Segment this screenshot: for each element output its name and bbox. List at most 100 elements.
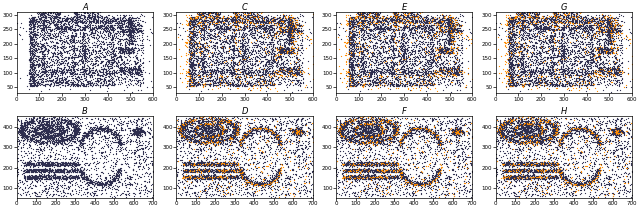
Point <box>199 177 209 180</box>
Point <box>551 161 561 164</box>
Point <box>180 44 191 47</box>
Point <box>72 164 83 167</box>
Point <box>141 155 152 158</box>
Point <box>270 74 280 78</box>
Point <box>295 15 305 18</box>
Point <box>353 163 364 166</box>
Point <box>26 71 36 74</box>
Point <box>301 171 311 175</box>
Point <box>439 45 449 49</box>
Point <box>529 11 540 14</box>
Point <box>13 160 23 163</box>
Point <box>39 45 49 48</box>
Point <box>186 52 196 55</box>
Point <box>246 127 256 130</box>
Point <box>205 169 216 173</box>
Point <box>388 70 399 74</box>
Point <box>531 61 541 64</box>
Point <box>401 134 412 138</box>
Point <box>208 70 218 73</box>
Point <box>26 31 36 34</box>
Point <box>512 133 522 136</box>
Point <box>504 59 514 62</box>
Point <box>240 71 250 75</box>
Point <box>346 16 356 20</box>
Point <box>422 64 432 67</box>
Point <box>251 167 261 170</box>
Point <box>232 169 243 172</box>
Point <box>68 27 79 31</box>
Point <box>290 24 300 27</box>
Point <box>52 167 63 171</box>
Point <box>603 193 613 196</box>
Point <box>204 125 214 129</box>
Point <box>273 22 284 25</box>
Point <box>556 166 566 169</box>
Point <box>52 119 63 122</box>
Point <box>502 138 512 141</box>
Point <box>28 129 38 133</box>
Point <box>508 45 518 48</box>
Point <box>371 138 381 141</box>
Point <box>74 130 84 133</box>
Point <box>218 19 228 23</box>
Point <box>440 192 451 196</box>
Point <box>228 177 239 180</box>
Point <box>434 70 444 73</box>
Point <box>220 18 230 21</box>
Point <box>132 22 143 26</box>
Point <box>211 124 221 127</box>
Point <box>607 46 618 49</box>
Point <box>531 141 541 145</box>
Point <box>29 65 40 68</box>
Point <box>383 137 394 140</box>
Point <box>364 25 374 29</box>
Point <box>95 135 106 138</box>
Point <box>189 168 199 172</box>
Point <box>403 13 413 17</box>
Point <box>372 22 383 26</box>
Point <box>193 14 203 18</box>
Point <box>527 121 537 124</box>
Point <box>451 71 461 74</box>
Point <box>266 182 276 185</box>
Point <box>44 172 54 175</box>
Point <box>212 68 222 71</box>
Point <box>189 21 199 24</box>
Point <box>236 54 246 58</box>
Point <box>270 169 280 172</box>
Point <box>543 82 553 85</box>
Point <box>26 27 36 30</box>
Point <box>284 70 294 73</box>
Point <box>446 128 456 131</box>
Point <box>579 70 589 74</box>
Point <box>221 120 231 123</box>
Point <box>580 47 591 50</box>
Point <box>44 118 54 121</box>
Point <box>225 120 235 123</box>
Point <box>215 160 225 163</box>
Point <box>75 145 85 148</box>
Point <box>529 173 539 177</box>
Point <box>79 74 90 77</box>
Point <box>428 52 438 56</box>
Point <box>286 25 296 29</box>
Point <box>243 163 253 166</box>
Point <box>492 22 502 25</box>
Point <box>291 118 301 121</box>
Point <box>255 45 266 48</box>
Point <box>442 29 452 33</box>
Point <box>419 23 429 26</box>
Point <box>266 195 276 198</box>
Point <box>444 140 454 144</box>
Point <box>41 63 51 66</box>
Point <box>280 66 290 69</box>
Point <box>228 161 238 164</box>
Point <box>603 35 613 39</box>
Point <box>99 183 109 187</box>
Point <box>111 174 122 177</box>
Point <box>31 175 42 178</box>
Point <box>64 171 74 174</box>
Point <box>349 16 360 19</box>
Point <box>70 167 80 171</box>
